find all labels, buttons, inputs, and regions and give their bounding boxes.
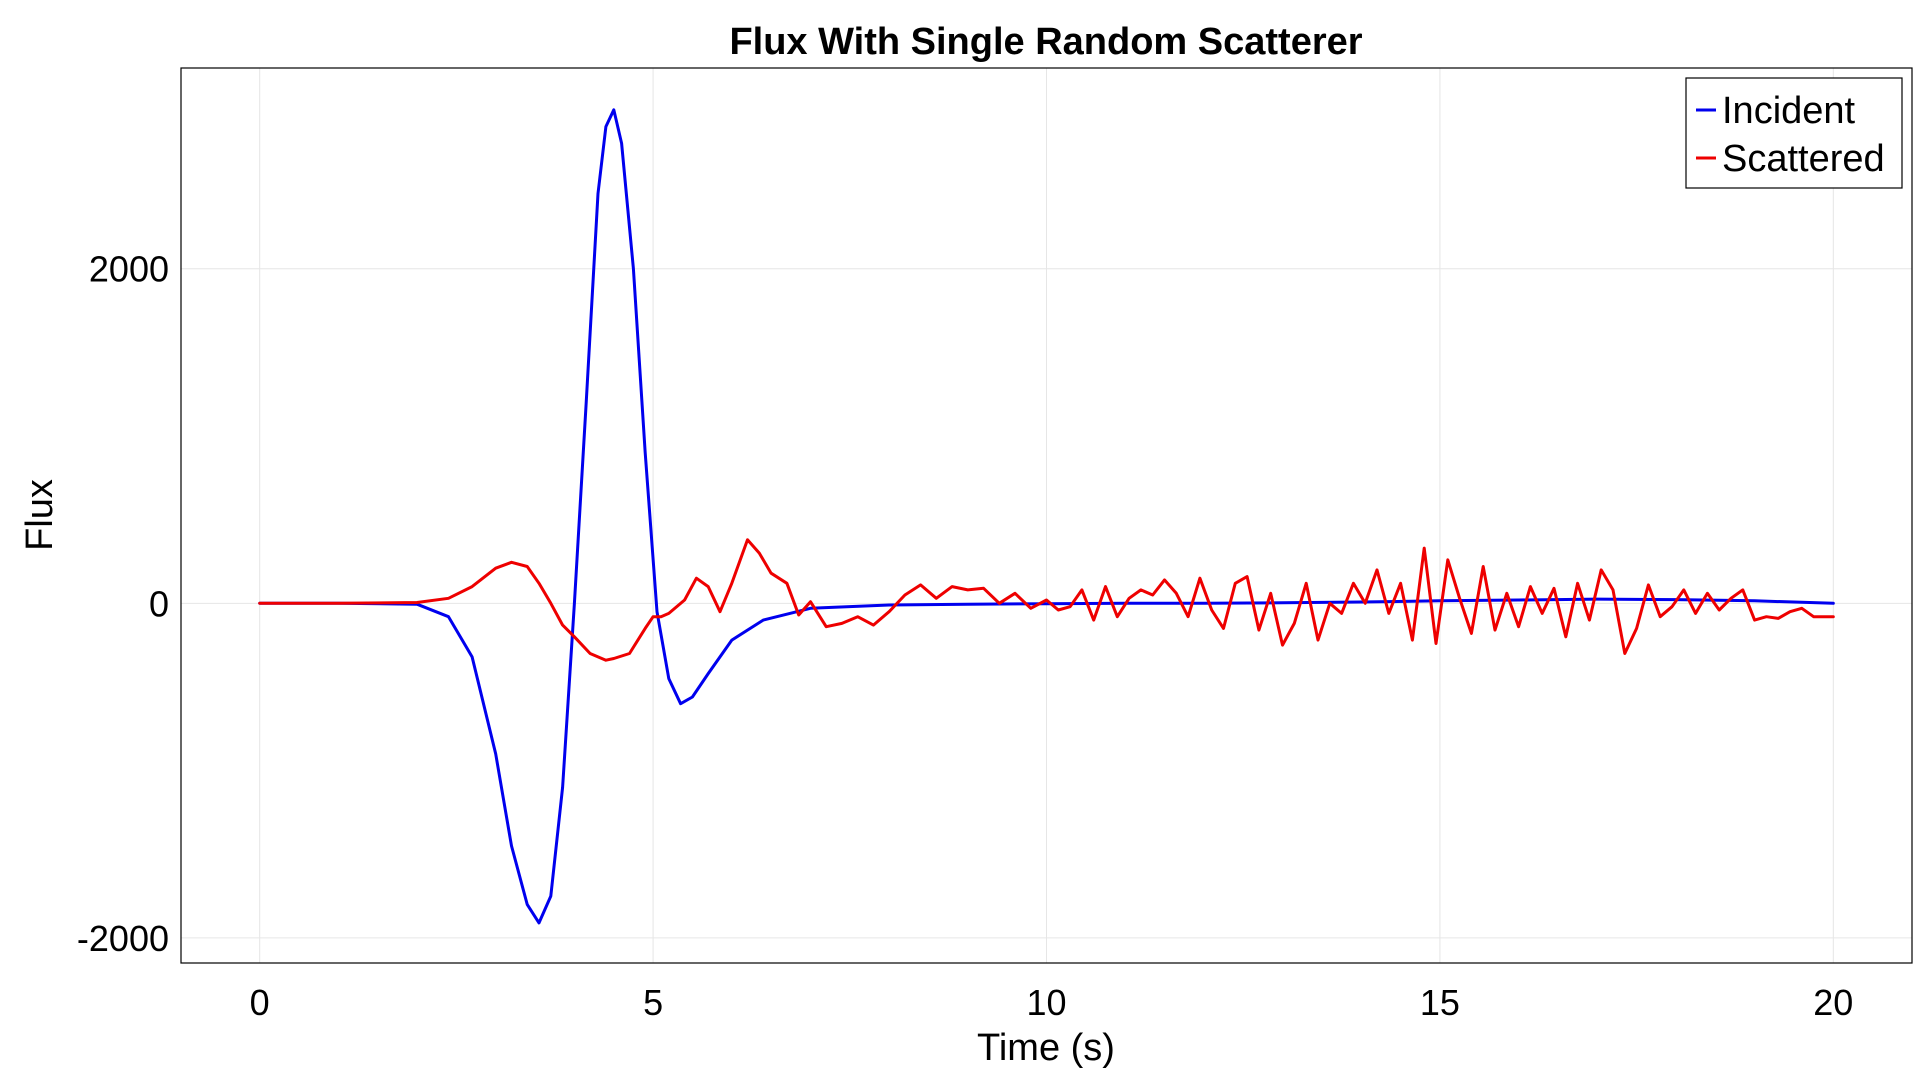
y-axis-label: Flux (19, 479, 61, 551)
legend: Incident Scattered (1685, 77, 1903, 189)
plot-area-frame (180, 67, 1913, 964)
legend-label-scattered: Scattered (1722, 138, 1885, 180)
x-tick-label: 0 (250, 982, 270, 1023)
legend-label-incident: Incident (1722, 90, 1856, 132)
tick-labels: 0 5 10 15 20 -2000 0 2000 (77, 249, 1853, 1023)
legend-box (1685, 77, 1903, 189)
x-tick-label: 5 (643, 982, 663, 1023)
x-tick-label: 10 (1026, 982, 1066, 1023)
series-line-incident (258, 108, 1835, 925)
chart-title: Flux With Single Random Scatterer (729, 21, 1362, 63)
y-tick-label: 0 (149, 583, 169, 624)
y-tick-label: 2000 (89, 249, 169, 290)
grid-lines (181, 68, 1912, 963)
x-tick-label: 20 (1813, 982, 1853, 1023)
series-lines (258, 108, 1835, 925)
x-axis-label: Time (s) (977, 1027, 1115, 1069)
x-tick-label: 15 (1420, 982, 1460, 1023)
series-line-scattered (258, 538, 1835, 662)
y-tick-label: -2000 (77, 918, 169, 959)
